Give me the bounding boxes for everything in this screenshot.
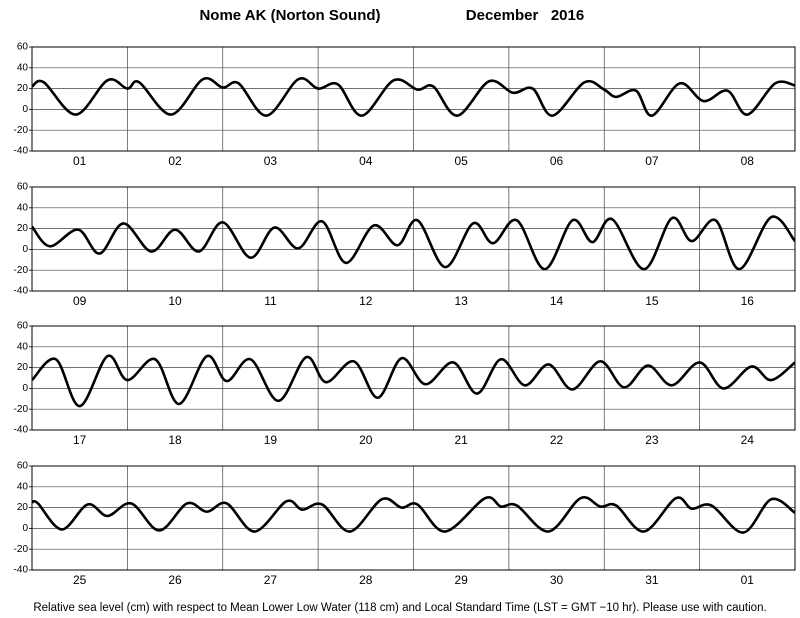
day-label: 18 [168,433,182,447]
day-label: 29 [455,573,469,587]
y-tick-label: 60 [17,461,29,472]
y-tick-label: 20 [17,223,29,234]
day-label: 03 [264,154,278,168]
y-tick-label: 20 [17,83,29,94]
y-tick-label: 0 [22,244,28,255]
day-label: 30 [550,573,564,587]
y-tick-label: 0 [22,104,28,115]
y-tick-label: -40 [14,146,29,157]
day-label: 31 [645,573,659,587]
day-label: 04 [359,154,373,168]
day-label: 21 [455,433,469,447]
day-label: 06 [550,154,564,168]
plot-frame [31,465,796,571]
y-tick-label: 60 [17,42,29,53]
day-label: 20 [359,433,373,447]
y-tick-label: 40 [17,62,29,73]
day-label: 05 [455,154,469,168]
y-tick-label: 20 [17,362,29,373]
y-tick-label: 40 [17,341,29,352]
day-label: 26 [168,573,182,587]
tide-line [32,76,795,117]
y-tick-label: -40 [14,425,29,436]
day-label: 09 [73,294,87,308]
day-label: 23 [645,433,659,447]
day-label: 01 [741,573,755,587]
y-tick-label: -20 [14,404,29,415]
tide-line [32,215,795,271]
y-tick-label: 0 [22,523,28,534]
day-label: 01 [73,154,87,168]
y-tick-label: 0 [22,383,28,394]
day-label: 16 [741,294,755,308]
day-label: 12 [359,294,373,308]
day-label: 24 [741,433,755,447]
day-label: 28 [359,573,373,587]
y-tick-label: -20 [14,125,29,136]
y-tick-label: -40 [14,286,29,297]
tide-line [32,496,795,534]
plot-frame [31,325,796,431]
plot-frame [31,46,796,152]
day-label: 15 [645,294,659,308]
y-tick-label: 40 [17,481,29,492]
footnote: Relative sea level (cm) with respect to … [33,602,766,614]
day-label: 08 [741,154,755,168]
chart-period: December 2016 [466,7,584,24]
day-label: 13 [455,294,469,308]
tide-line [32,354,795,408]
y-tick-label: 60 [17,182,29,193]
day-label: 02 [168,154,182,168]
day-label: 11 [264,294,277,308]
day-label: 07 [645,154,659,168]
y-tick-label: 60 [17,321,29,332]
day-label: 14 [550,294,564,308]
day-label: 17 [73,433,87,447]
chart-title: Nome AK (Norton Sound) [199,7,380,24]
y-tick-label: -40 [14,565,29,576]
y-tick-label: 20 [17,502,29,513]
y-tick-label: -20 [14,544,29,555]
y-tick-label: 40 [17,202,29,213]
day-label: 10 [168,294,182,308]
day-label: 27 [264,573,278,587]
day-label: 22 [550,433,564,447]
day-label: 19 [264,433,278,447]
y-tick-label: -20 [14,265,29,276]
day-label: 25 [73,573,87,587]
